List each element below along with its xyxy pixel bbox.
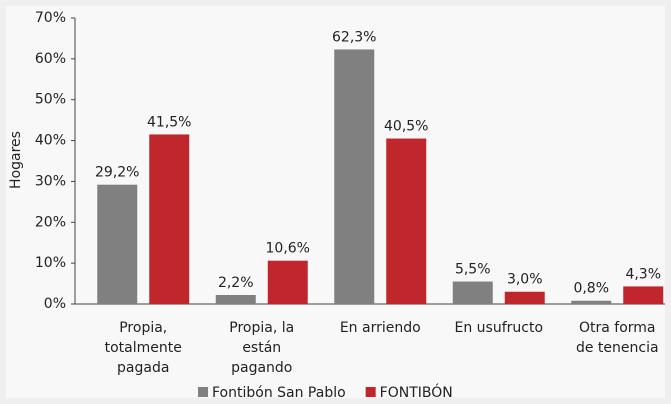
value-label: 10,6% xyxy=(266,241,310,257)
bar xyxy=(97,184,138,304)
value-label: 40,5% xyxy=(384,119,428,135)
bar xyxy=(267,260,308,304)
value-label: 5,5% xyxy=(455,262,491,278)
bar xyxy=(623,286,664,304)
x-tick-label-line: pagada xyxy=(117,360,169,376)
x-tick-label-line: Otra forma xyxy=(579,320,656,336)
x-tick-label-line: En usufructo xyxy=(454,320,543,336)
x-tick-label-line: totalmente xyxy=(105,340,182,356)
bar xyxy=(149,134,190,304)
x-tick-label: Otra forma de tenencia xyxy=(576,320,659,356)
x-tick-label-line: En arriendo xyxy=(340,320,421,336)
x-tick-label: Propia, totalmente pagada xyxy=(105,320,182,376)
x-tick-label: En arriendo xyxy=(340,320,421,336)
y-tick-label: 70% xyxy=(35,10,66,26)
y-tick-label: 60% xyxy=(35,51,66,67)
bar xyxy=(571,300,612,304)
value-label: 4,3% xyxy=(625,266,661,282)
value-label: 2,2% xyxy=(218,275,254,291)
bar xyxy=(334,49,375,305)
value-label: 62,3% xyxy=(332,29,376,45)
x-tick-label-line: pagando xyxy=(231,360,292,376)
y-tick-label: 40% xyxy=(35,133,66,149)
y-tick-label: 50% xyxy=(35,92,66,108)
legend-label: FONTIBÓN xyxy=(380,383,453,401)
y-tick-label: 20% xyxy=(35,214,66,230)
bar xyxy=(215,295,256,304)
x-tick-label-line: Propia, la xyxy=(229,320,294,336)
value-label: 3,0% xyxy=(507,272,543,288)
bar xyxy=(452,281,493,304)
y-tick-label: 10% xyxy=(35,255,66,271)
legend-swatch xyxy=(365,387,376,397)
value-label: 0,8% xyxy=(573,281,609,297)
legend-label: Fontibón San Pablo xyxy=(212,385,346,401)
x-tick-label: Propia, la están pagando xyxy=(229,320,294,376)
value-label: 41,5% xyxy=(147,114,191,130)
bar xyxy=(504,291,545,304)
y-tick-label: 0% xyxy=(44,296,66,312)
y-tick-label: 30% xyxy=(35,173,66,189)
x-tick-label-line: de tenencia xyxy=(576,340,659,356)
bar xyxy=(386,138,427,304)
x-tick-label-line: Propia, xyxy=(119,320,167,336)
x-tick-label-line: están xyxy=(242,340,281,356)
x-tick-label: En usufructo xyxy=(454,320,543,336)
value-label: 29,2% xyxy=(95,165,139,181)
legend-swatch xyxy=(198,387,208,397)
y-axis-title: Hogares xyxy=(8,131,24,189)
